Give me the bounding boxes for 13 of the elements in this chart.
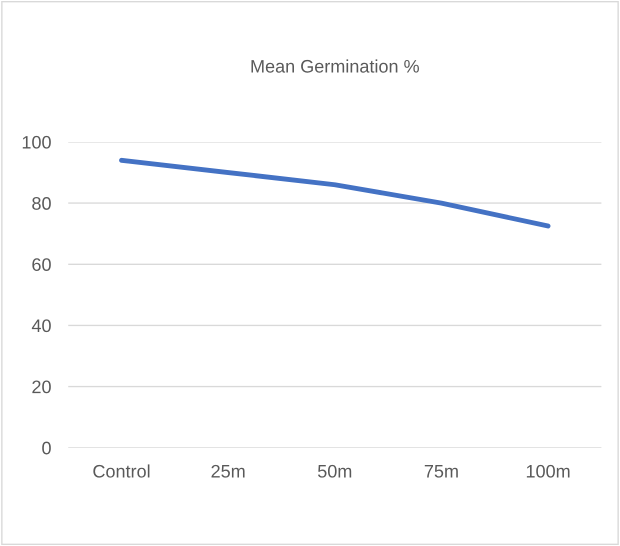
y-tick-label: 100 [22,136,51,149]
chart-title: Mean Germination % [251,59,419,73]
x-tick-label: 100m [526,464,570,478]
y-tick-label: 40 [32,319,51,332]
x-tick-label: Control [93,464,150,478]
y-tick-label: 20 [32,380,51,394]
line-series [119,158,551,228]
y-tick-label: 0 [42,442,51,454]
x-tick-label: 25m [212,464,245,478]
y-tick-label: 80 [32,197,51,210]
y-tick-label: 60 [32,258,51,271]
x-tick-label: 50m [318,464,352,478]
x-tick-label: 75m [424,465,458,478]
